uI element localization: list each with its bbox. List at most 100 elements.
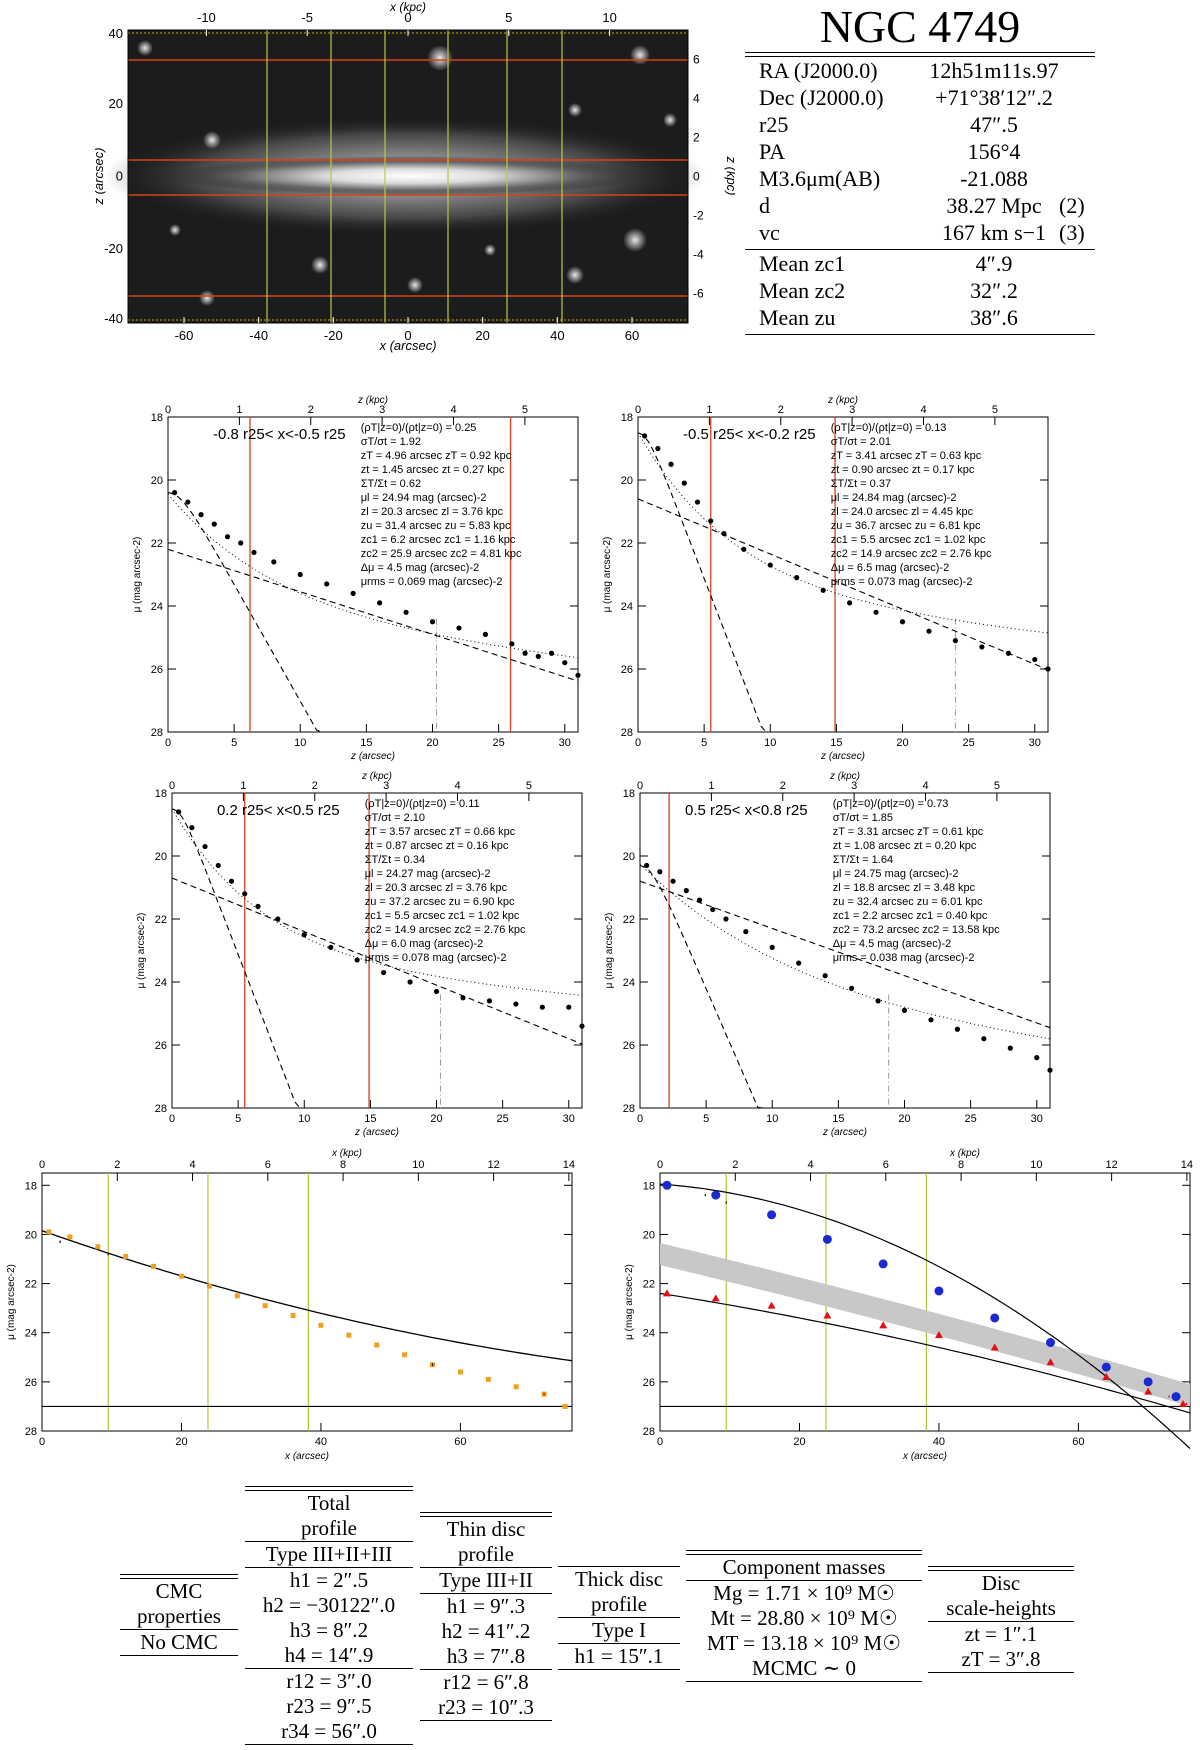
fit-stat: ΣT/Σt = 0.37 — [831, 478, 891, 490]
fit-stat: μl = 24.75 mag (arcsec)-2 — [833, 868, 959, 880]
heights-head-2: scale-heights — [946, 1596, 1056, 1620]
range-label: -0.5 r25< x<-0.2 r25 — [683, 426, 816, 443]
tick-label: 22 — [621, 538, 633, 550]
fit-stat: zt = 0.87 arcsec zt = 0.16 kpc — [365, 840, 509, 852]
tick-label: -20 — [104, 241, 123, 256]
tick-label: 25 — [493, 737, 505, 749]
tick-label: 26 — [621, 664, 633, 676]
data-point — [769, 944, 775, 950]
data-point — [539, 1004, 545, 1010]
fit-stat: ΣT/Σt = 1.64 — [833, 854, 893, 866]
tick-label: 14 — [563, 1159, 575, 1171]
thin-disc-point — [822, 1234, 832, 1244]
data-point — [873, 609, 879, 615]
tick-label: 26 — [155, 1040, 167, 1052]
info-row: Dec (J2000.0) +71°38′12″.2 — [745, 84, 1095, 111]
data-point — [381, 969, 387, 976]
thin-disc-point — [990, 1313, 1000, 1323]
data-point — [228, 878, 235, 884]
data-point — [189, 825, 195, 831]
total-r12: r12 = 3″.0 — [286, 1669, 372, 1693]
info-label: RA (J2000.0) — [759, 58, 878, 83]
info-value: 38″.6 — [970, 305, 1018, 330]
mass-thin: Mt = 28.80 × 10⁹ M☉ — [710, 1606, 898, 1630]
tick-label: 24 — [155, 977, 167, 989]
thick-disc-point — [1102, 1372, 1111, 1380]
thick-disc-table: Thick disc profile Type I h1 = 15″.1 — [558, 1566, 680, 1670]
height-lines — [128, 59, 688, 297]
data-point — [301, 932, 307, 938]
y-axis-label: μ (mag arcsec-2) — [624, 1264, 635, 1340]
data-point — [644, 862, 650, 869]
fit-stat: Δμ = 6.0 mag (arcsec)-2 — [365, 938, 484, 950]
data-point — [486, 998, 493, 1004]
tick-label: 18 — [621, 412, 633, 424]
fit-stat: μl = 24.84 mag (arcsec)-2 — [831, 492, 957, 504]
tick-label: 0 — [39, 1159, 45, 1171]
fit-stat: (ρT|z=0)/(ρt|z=0) = 0.11 — [365, 798, 480, 810]
fit-stat: σT/σt = 1.92 — [361, 436, 421, 448]
tick-label: 26 — [25, 1377, 37, 1389]
y-axis-label: μ (mag arcsec-2) — [132, 537, 143, 613]
data-point — [683, 888, 689, 894]
tick-label: 30 — [1031, 1113, 1043, 1125]
tick-label: 6 — [693, 52, 700, 66]
fit-stat: zT = 3.41 arcsec zT = 0.63 kpc — [831, 450, 982, 462]
data-point — [485, 1376, 491, 1382]
masses-head: Component masses — [722, 1555, 886, 1579]
info-row: Mean zc2 32″.2 — [745, 277, 1095, 304]
cmc-table: CMC properties No CMC — [120, 1574, 238, 1656]
tick-label: 6 — [883, 1159, 889, 1171]
tick-label: 0 — [635, 737, 641, 749]
data-point — [346, 1332, 352, 1338]
tick-label: 18 — [151, 412, 163, 424]
y-axis-label: μ (mag arcsec-2) — [602, 537, 613, 613]
info-value: 32″.2 — [970, 278, 1018, 303]
data-point — [741, 546, 747, 552]
tick-label: 5 — [994, 780, 1000, 792]
total-fit — [41, 1230, 573, 1362]
tick-label: 40 — [315, 1436, 327, 1448]
fit-stat: zt = 0.90 arcsec zt = 0.17 kpc — [831, 464, 975, 476]
tick-label: 60 — [625, 328, 639, 343]
tick-label: 28 — [621, 727, 633, 739]
data-point — [847, 600, 853, 606]
tick-label: 0 — [165, 404, 171, 416]
data-point — [575, 672, 581, 678]
data-point — [668, 461, 674, 467]
data-point — [271, 559, 277, 565]
total-r23: r23 = 9″.5 — [286, 1694, 372, 1718]
fit-stat: ΣT/Σt = 0.62 — [361, 478, 421, 490]
thin-disc-point — [1171, 1392, 1181, 1402]
info-label: Mean zc1 — [759, 251, 846, 276]
fit-stat: zl = 18.8 arcsec zl = 3.48 kpc — [833, 882, 976, 894]
cmc-row: No CMC — [140, 1630, 218, 1654]
data-point — [820, 587, 826, 593]
thin-r12: r12 = 6″.8 — [443, 1670, 529, 1694]
bottom-axis-label: z (arcsec) — [350, 751, 395, 762]
info-value: -21.088 — [960, 166, 1028, 191]
thick-disc-point — [879, 1321, 888, 1329]
info-value: 12h51m11s.97 — [929, 58, 1059, 83]
data-point — [172, 490, 178, 496]
fit-stat: zt = 1.08 arcsec zt = 0.20 kpc — [833, 840, 977, 852]
tick-label: 10 — [412, 1159, 424, 1171]
tick-label: 10 — [602, 10, 616, 25]
plot-frame — [639, 792, 1051, 1109]
info-label: vc — [759, 220, 780, 245]
data-point — [548, 650, 555, 656]
tick-label: 0 — [404, 328, 411, 343]
data-point — [743, 929, 749, 935]
info-label: PA — [759, 139, 786, 164]
info-ref — [1059, 165, 1095, 192]
data-point — [456, 625, 462, 631]
data-point — [1034, 1055, 1040, 1061]
data-point — [457, 1369, 463, 1375]
info-value: 4″.9 — [975, 251, 1013, 276]
fit-stat: (ρT|z=0)/(ρt|z=0) = 0.73 — [833, 798, 949, 810]
info-label: d — [759, 193, 770, 218]
thick-h1: h1 = 15″.1 — [574, 1644, 664, 1668]
